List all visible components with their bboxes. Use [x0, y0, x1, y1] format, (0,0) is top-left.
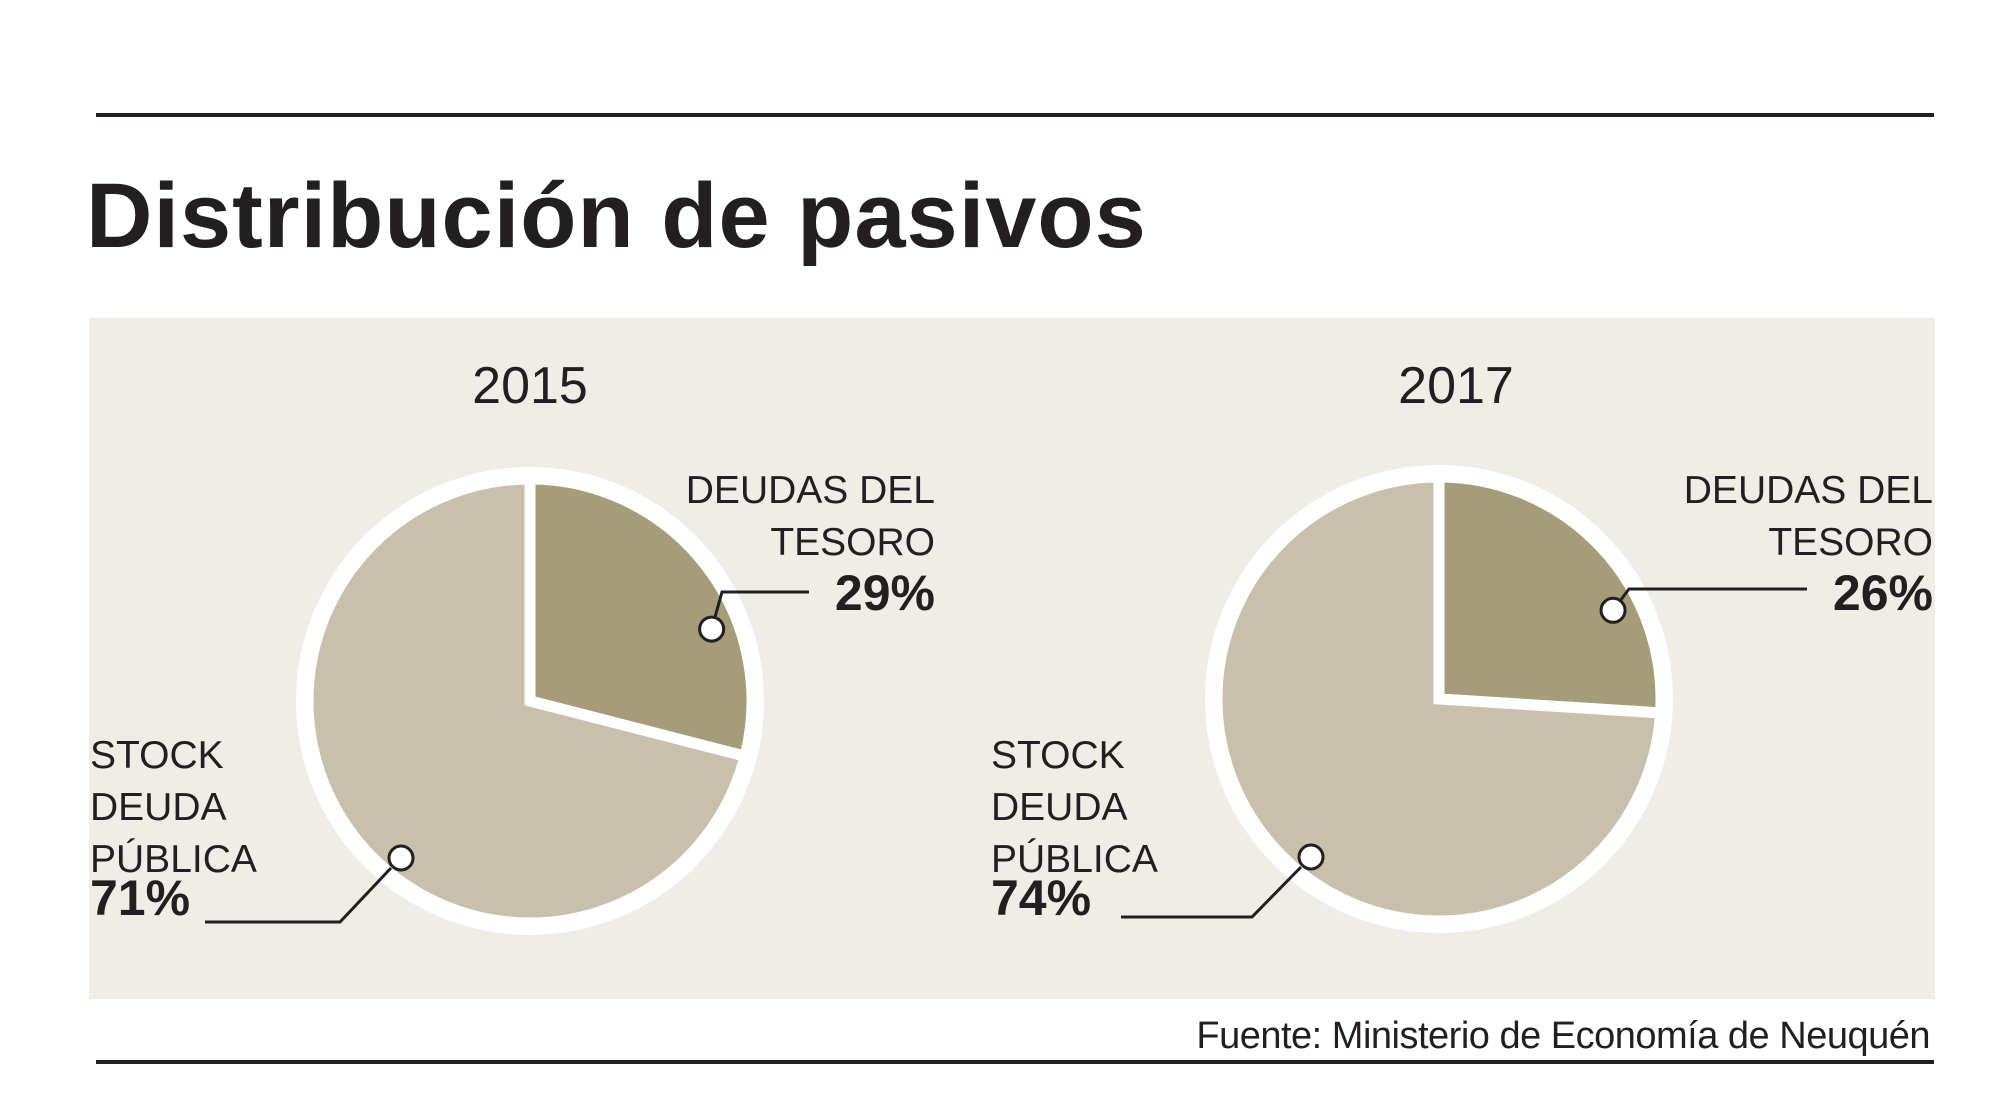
leader-dot-stock-deuda-publica-2015 — [387, 844, 415, 872]
pie-slice-stock-deuda-publica-2017 — [1211, 471, 1667, 927]
leader-line-stock-deuda-publica-2015 — [205, 866, 393, 924]
value-label-stock-deuda-publica-2017: 74% — [991, 870, 1091, 926]
label-stock-deuda-publica-2015: STOCK DEUDA PÚBLICA — [90, 734, 257, 881]
chart-title: Distribución de pasivos — [86, 165, 1147, 267]
bottom-rule — [96, 1060, 1934, 1064]
label-line-1: DEUDA — [991, 786, 1128, 829]
label-line-1: TESORO — [770, 521, 935, 564]
label-line-1: DEUDA — [90, 786, 227, 829]
value-label-deudas-tesoro-2017: 26% — [1833, 565, 1933, 621]
leader-dot-deudas-tesoro-2015 — [698, 615, 726, 643]
leader-dot-deudas-tesoro-2017 — [1599, 596, 1627, 624]
value-label-deudas-tesoro-2015: 29% — [835, 565, 935, 621]
year-title-2017: 2017 — [1398, 357, 1514, 415]
pie-slice-stock-deuda-publica-2015 — [302, 473, 752, 929]
label-line-0: STOCK — [90, 734, 224, 777]
label-deudas-tesoro-2015: DEUDAS DEL TESORO — [686, 469, 935, 564]
label-line-2: PÚBLICA — [90, 838, 257, 881]
label-deudas-tesoro-2017: DEUDAS DEL TESORO — [1684, 469, 1933, 564]
pie-slice-deudas-tesoro-2015 — [524, 473, 758, 763]
label-line-0: DEUDAS DEL — [686, 469, 935, 512]
source-note: Fuente: Ministerio de Economía de Neuqué… — [1196, 1015, 1930, 1057]
label-line-0: STOCK — [991, 734, 1125, 777]
year-title-2015: 2015 — [472, 357, 588, 415]
label-line-0: DEUDAS DEL — [1684, 469, 1933, 512]
label-line-1: TESORO — [1768, 521, 1933, 564]
top-rule — [96, 113, 1934, 117]
leader-dot-stock-deuda-publica-2017 — [1297, 843, 1325, 871]
label-line-2: PÚBLICA — [991, 838, 1158, 881]
label-stock-deuda-publica-2017: STOCK DEUDA PÚBLICA — [991, 734, 1158, 881]
pie-slice-deudas-tesoro-2017 — [1433, 471, 1667, 719]
leader-line-stock-deuda-publica-2017 — [1121, 865, 1303, 919]
charts-panel: 2015 DEUDAS DEL TESORO 29% STOCK DEUDA PÚBLICA… — [89, 318, 1935, 999]
value-label-stock-deuda-publica-2015: 71% — [90, 870, 190, 926]
